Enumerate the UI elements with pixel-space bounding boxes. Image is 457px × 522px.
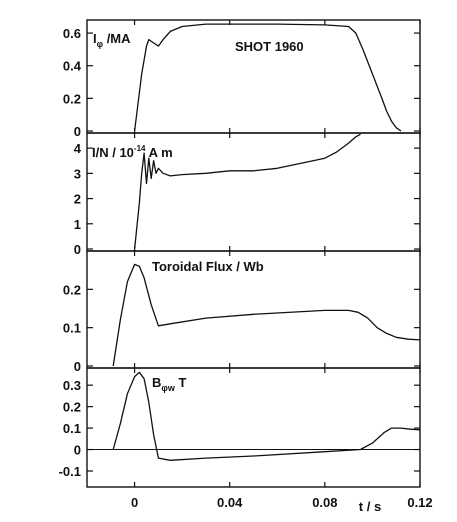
- vacuum-field-ytick-label: 0.1: [63, 421, 81, 436]
- current-per-density-ytick-label: 0: [74, 242, 81, 257]
- toroidal-flux-label: Toroidal Flux / Wb: [152, 259, 264, 274]
- x-tick-label: 0.08: [312, 495, 337, 510]
- toroidal-flux-ytick-label: 0.1: [63, 321, 81, 336]
- plasma-current-trace: [133, 23, 402, 132]
- plasma-current-ytick-label: 0: [74, 124, 81, 139]
- toroidal-flux-ytick-label: 0: [74, 359, 81, 374]
- plasma-current-ytick-label: 0.4: [63, 59, 82, 74]
- toroidal-flux-trace: [112, 263, 421, 367]
- current-per-density-panel: 0 1 2 3 4 I/N / 10-14 A m: [74, 132, 421, 257]
- vacuum-field-trace: [112, 371, 421, 461]
- x-tick-label: 0: [131, 495, 138, 510]
- plasma-current-label: Iφ /MA: [93, 31, 131, 49]
- plasma-current-panel: 0 0.2 0.4 0.6 Iφ /MA SHOT 1960: [63, 19, 421, 139]
- vacuum-field-ytick-label: 0.3: [63, 378, 81, 393]
- x-tick-label: 0.04: [217, 495, 243, 510]
- toroidal-flux-ytick-label: 0.2: [63, 282, 81, 297]
- vacuum-field-label: Bφw T: [152, 375, 186, 393]
- current-per-density-ytick-label: 3: [74, 166, 81, 181]
- toroidal-flux-panel: 0 0.1 0.2 Toroidal Flux / Wb: [63, 250, 421, 374]
- x-axis-label: t / s: [359, 499, 381, 514]
- x-tick-label: 0.12: [407, 495, 432, 510]
- plasma-current-ytick-label: 0.2: [63, 91, 81, 106]
- current-per-density-ytick-label: 4: [74, 141, 82, 156]
- vacuum-field-ytick-label: 0: [74, 443, 81, 458]
- current-per-density-ytick-label: 1: [74, 217, 81, 232]
- shared-x-axis: 0 0.04 0.08 0.12 t / s: [131, 495, 433, 514]
- vacuum-field-frame: [86, 367, 421, 488]
- current-per-density-trace: [133, 133, 361, 250]
- current-per-density-ytick-label: 2: [74, 192, 81, 207]
- plasma-current-annotation: SHOT 1960: [235, 39, 304, 54]
- current-per-density-label: I/N / 10-14 A m: [92, 144, 173, 160]
- plasma-current-ytick-label: 0.6: [63, 26, 81, 41]
- vacuum-field-ytick-label: -0.1: [59, 464, 81, 479]
- vacuum-field-ytick-label: 0.2: [63, 400, 81, 415]
- vacuum-field-panel: -0.1 0 0.1 0.2 0.3 Bφw T: [59, 367, 421, 488]
